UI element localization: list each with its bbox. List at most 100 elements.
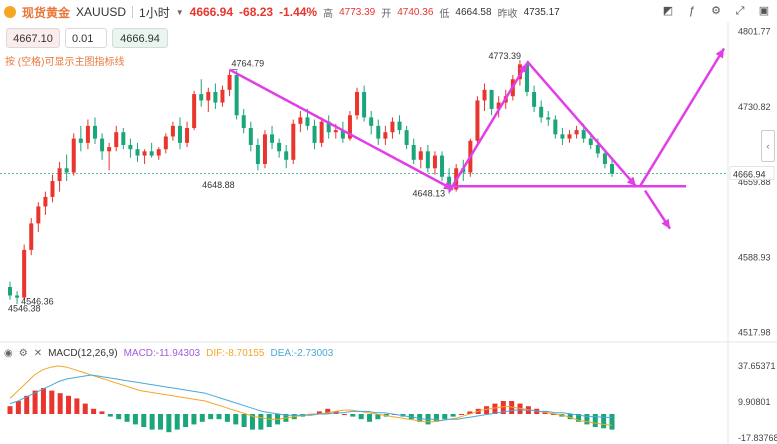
macd-histogram-bar xyxy=(433,414,439,422)
downtrend-arrow-2 xyxy=(526,60,637,188)
visibility-icon[interactable]: ◉ xyxy=(4,347,13,359)
sell-price-button[interactable]: 4667.10 xyxy=(6,28,60,48)
buy-price-button[interactable]: 4666.94 xyxy=(112,28,168,48)
fullscreen-icon[interactable]: ⤢ xyxy=(735,5,745,17)
macd-legend: ◉ ⚙ ✕ MACD(12,26,9) MACD:-11.94303 DIF:-… xyxy=(4,346,333,360)
price-change-pct: -1.44% xyxy=(279,5,318,19)
collapse-handle[interactable]: ‹ xyxy=(761,130,775,162)
candle-body xyxy=(22,249,27,298)
candle-body xyxy=(496,102,501,109)
open-label: 开 xyxy=(381,8,392,20)
candle-body xyxy=(567,134,572,139)
candle-body xyxy=(319,121,324,143)
macd-histogram-bar xyxy=(166,414,172,433)
candle-body xyxy=(135,149,140,156)
toolbar-icons: ◩ ƒ ⚙ ⤢ ▣ xyxy=(661,4,771,18)
indicator-icon[interactable]: ƒ xyxy=(688,5,696,17)
last-price: 4666.94 xyxy=(189,5,234,19)
low-value: 4664.58 xyxy=(455,6,492,18)
candle-body xyxy=(78,138,83,143)
macd-histogram-bar xyxy=(15,401,21,414)
macd-histogram-bar xyxy=(233,414,239,425)
candle-body xyxy=(333,130,338,133)
candle-body xyxy=(227,75,232,90)
macd-histogram-bar xyxy=(174,414,180,430)
macd-histogram-bar xyxy=(266,414,272,427)
candle-body xyxy=(199,94,204,101)
settings-icon[interactable]: ⚙ xyxy=(18,347,28,359)
macd-histogram-bar xyxy=(49,390,55,414)
macd-histogram-bar xyxy=(116,414,122,420)
camera-icon[interactable]: ▣ xyxy=(758,5,770,17)
chevron-down-icon[interactable]: ▼ xyxy=(175,7,184,17)
candle-body xyxy=(475,100,480,141)
candle-body xyxy=(581,130,586,139)
candle-body xyxy=(213,91,218,103)
prev-close-label: 昨收 xyxy=(497,8,518,20)
price-tick-label: 4517.98 xyxy=(738,328,771,338)
quantity-input[interactable]: 0.01 xyxy=(65,28,107,48)
candle-body xyxy=(248,128,253,145)
candle-body xyxy=(270,134,275,143)
candle-body xyxy=(255,144,260,165)
high-value: 4773.39 xyxy=(339,6,376,18)
candle-body xyxy=(610,164,614,174)
candle-body xyxy=(383,132,388,139)
chart-type-icon[interactable]: ◩ xyxy=(662,5,674,17)
downtrend-arrow-2-head xyxy=(626,176,636,187)
macd-histogram-bar xyxy=(500,401,506,414)
open-value: 4740.36 xyxy=(397,6,434,18)
candle-body xyxy=(602,153,607,165)
macd-histogram-bar xyxy=(57,393,63,414)
candle-body xyxy=(291,123,296,160)
candle-body xyxy=(8,287,12,296)
candle-body xyxy=(532,91,537,107)
high-annotation-2: 4773.39 xyxy=(488,51,521,61)
macd-histogram-bar xyxy=(107,414,113,417)
projection-up-arrow xyxy=(638,47,726,187)
macd-histogram-bar xyxy=(601,414,607,429)
candle-body xyxy=(170,125,175,137)
settings-icon[interactable]: ⚙ xyxy=(711,5,721,17)
macd-histogram-bar xyxy=(592,414,598,427)
instrument-title[interactable]: 现货黄金 xyxy=(22,5,71,20)
candle-body xyxy=(234,75,239,116)
price-change: -68.23 xyxy=(239,5,274,19)
indicator-hint: 按 (空格)可显示主图指标线 xyxy=(5,57,125,68)
macd-histogram-bar xyxy=(576,414,582,422)
macd-histogram-bar xyxy=(459,414,464,415)
candle-body xyxy=(482,89,487,101)
low-annotation-3: 4546.36 xyxy=(21,296,54,306)
macd-histogram-bar xyxy=(24,395,30,414)
candle-body xyxy=(574,130,579,135)
prev-close-value: 4735.17 xyxy=(523,6,560,18)
macd-histogram-bar xyxy=(216,414,222,420)
price-tick-label: 4588.93 xyxy=(738,252,771,262)
macd-value: MACD:-11.94303 xyxy=(123,347,201,359)
candle-body xyxy=(284,151,289,160)
candle-body xyxy=(107,147,112,152)
macd-tick-label: 9.90801 xyxy=(738,397,771,407)
candle-body xyxy=(177,125,182,143)
macd-histogram-bar xyxy=(484,406,490,414)
candle-body xyxy=(425,151,430,169)
high-label: 高 xyxy=(323,8,334,20)
uptrend-arrow xyxy=(448,62,529,193)
close-icon[interactable]: ✕ xyxy=(33,347,43,359)
macd-histogram-bar xyxy=(567,414,573,420)
macd-histogram-bar xyxy=(32,390,38,414)
candle-body xyxy=(411,144,416,160)
candle-body xyxy=(440,155,445,177)
macd-histogram-bar xyxy=(7,406,13,414)
timeframe-select[interactable]: 1小时 xyxy=(139,5,170,20)
candle-body xyxy=(262,134,267,165)
header-bar: 现货黄金 XAUUSD 1小时 ▼ 4666.94 -68.23 -1.44% … xyxy=(0,0,777,24)
macd-histogram-bar xyxy=(124,414,130,422)
macd-histogram-bar xyxy=(158,414,163,430)
candle-body xyxy=(326,121,331,133)
candle-body xyxy=(114,132,119,148)
macd-histogram-bar xyxy=(199,414,205,422)
macd-histogram-bar xyxy=(91,408,97,414)
macd-histogram-bar xyxy=(442,414,448,420)
